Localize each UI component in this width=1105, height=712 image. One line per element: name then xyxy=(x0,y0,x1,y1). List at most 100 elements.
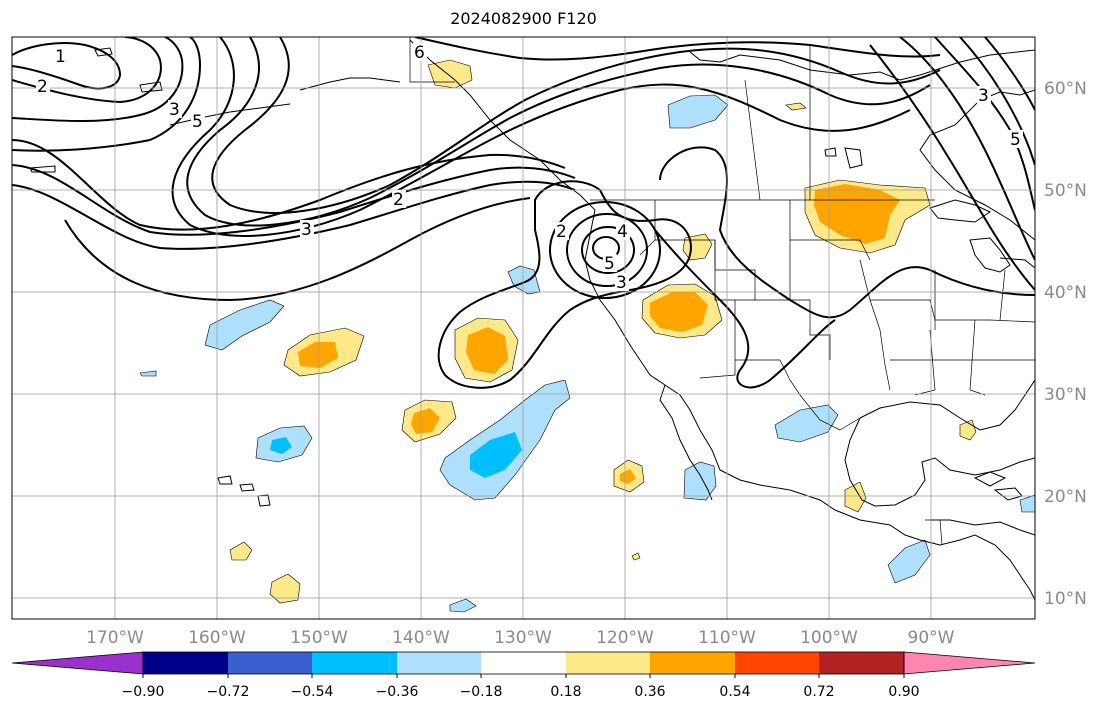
map-frame xyxy=(11,36,1036,620)
contour-line xyxy=(549,201,661,299)
contour-label: 6 xyxy=(414,43,425,63)
colorbar-extend-low xyxy=(11,651,144,675)
coastline xyxy=(299,77,401,91)
colorbar: −0.90 −0.72 −0.54 −0.36 −0.18 0.18 0.36 … xyxy=(11,651,1036,700)
contour-line xyxy=(12,42,122,90)
contour-label: 2 xyxy=(393,190,404,210)
coastline xyxy=(257,494,271,507)
coastline xyxy=(29,165,56,173)
lon-tick-label: 90°W xyxy=(908,628,955,648)
colorbar-bin xyxy=(735,652,819,674)
contour-line xyxy=(414,37,941,61)
anomaly-patch xyxy=(270,437,292,454)
lon-tick-label: 140°W xyxy=(392,628,450,648)
lon-tick-label: 100°W xyxy=(800,628,858,648)
longitude-labels: 170°W 160°W 150°W 140°W 130°W 120°W 110°… xyxy=(86,628,955,648)
contour-line xyxy=(984,37,1035,111)
contour-line xyxy=(654,229,836,389)
coastline xyxy=(94,47,113,57)
border xyxy=(914,329,936,396)
coastline xyxy=(929,199,992,223)
colorbar-tick-label: −0.54 xyxy=(291,684,334,700)
anomaly-patch xyxy=(1019,494,1035,513)
anomaly-patch xyxy=(411,408,440,434)
anomaly-patch xyxy=(269,573,301,604)
colorbar-bin xyxy=(650,652,735,674)
colorbar-bin xyxy=(312,652,397,674)
coastline xyxy=(973,471,1007,487)
lon-tick-label: 160°W xyxy=(188,628,246,648)
colorbar-tick-label: 0.90 xyxy=(888,684,919,700)
lon-tick-label: 170°W xyxy=(86,628,144,648)
contour-label: 3 xyxy=(169,100,180,120)
coastlines xyxy=(29,39,1035,601)
colorbar-outline xyxy=(142,651,905,675)
contour-line xyxy=(171,37,911,237)
border xyxy=(999,269,1006,321)
anomaly-patch xyxy=(774,404,839,443)
contour-label: 4 xyxy=(617,222,628,242)
lon-tick-label: 150°W xyxy=(290,628,348,648)
lat-tick-label: 30°N xyxy=(1044,385,1087,405)
anomaly-patch xyxy=(650,292,708,332)
coastline xyxy=(859,379,1035,431)
lon-tick-label: 120°W xyxy=(596,628,654,648)
coastline xyxy=(969,237,1011,273)
colorbar-bin xyxy=(481,652,566,674)
contour-line xyxy=(186,37,931,227)
contour-line xyxy=(12,37,184,122)
coastline xyxy=(217,475,233,485)
contour-lines xyxy=(12,37,1035,389)
coastline xyxy=(999,257,1035,269)
coastline xyxy=(930,519,1035,536)
coastline xyxy=(919,89,1035,241)
anomaly-patch xyxy=(449,598,477,613)
latitude-labels: 60°N 50°N 40°N 30°N 20°N 10°N xyxy=(1044,79,1087,609)
lat-tick-label: 50°N xyxy=(1044,181,1087,201)
border xyxy=(925,519,943,546)
colorbar-tick-label: 0.18 xyxy=(550,684,581,700)
coastline xyxy=(139,81,163,93)
border xyxy=(859,259,891,391)
anomaly-shading xyxy=(139,59,1035,613)
border xyxy=(735,359,861,431)
lat-tick-label: 20°N xyxy=(1044,487,1087,507)
colorbar-tick-label: −0.36 xyxy=(376,684,419,700)
anomaly-patch xyxy=(887,539,931,584)
lon-tick-label: 110°W xyxy=(698,628,756,648)
anomaly-patch xyxy=(620,469,636,484)
colorbar-tick-label: 0.72 xyxy=(803,684,834,700)
colorbar-ticks xyxy=(142,674,905,678)
colorbar-bin xyxy=(228,652,312,674)
colorbar-tick-label: 0.36 xyxy=(634,684,665,700)
contour-line xyxy=(12,164,576,236)
contour-line xyxy=(581,226,635,274)
colorbar-tick-label: −0.18 xyxy=(460,684,503,700)
colorbar-tick-label: 0.54 xyxy=(719,684,750,700)
colorbar-extend-high xyxy=(903,651,1036,675)
coastline xyxy=(689,49,1035,81)
contour-label: 5 xyxy=(192,112,203,132)
contour-line xyxy=(566,213,648,287)
contour-label: 2 xyxy=(37,77,48,97)
contour-label: 5 xyxy=(604,254,615,274)
anomaly-patch xyxy=(466,327,508,374)
contour-line xyxy=(934,37,1035,211)
colorbar-tick-label: −0.90 xyxy=(122,684,165,700)
border xyxy=(735,299,831,360)
graticule xyxy=(12,37,1035,619)
contour-label: 1 xyxy=(55,47,66,67)
anomaly-patch xyxy=(204,299,285,351)
coastline xyxy=(659,384,713,501)
coastline xyxy=(409,39,1035,601)
anomaly-patch xyxy=(229,541,253,561)
anomaly-patch xyxy=(139,370,157,377)
border xyxy=(409,37,455,83)
contour-label: 2 xyxy=(556,222,567,242)
coastline xyxy=(844,147,863,169)
contour-label: 3 xyxy=(616,273,627,293)
colorbar-bin xyxy=(566,652,650,674)
lat-tick-label: 40°N xyxy=(1044,283,1087,303)
contour-line xyxy=(959,37,1035,166)
